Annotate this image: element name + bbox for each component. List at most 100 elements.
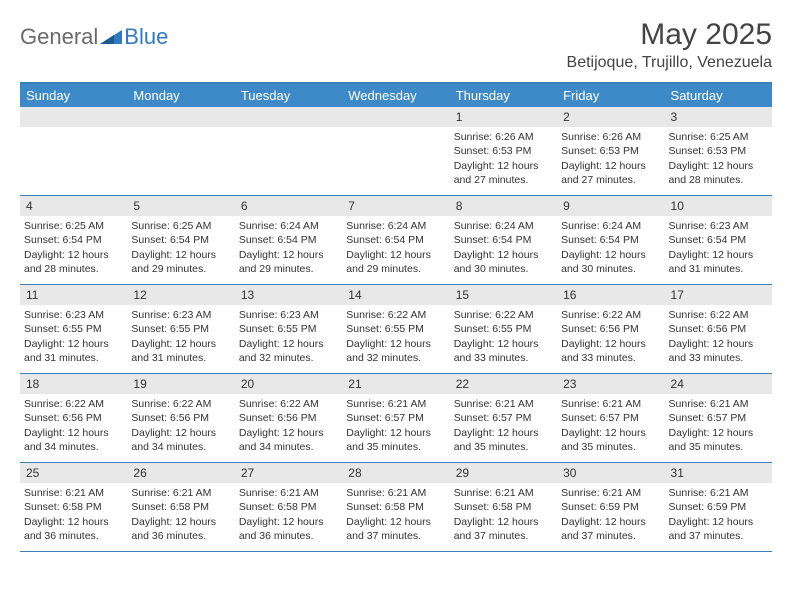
sunrise-text: Sunrise: 6:22 AM [669, 308, 768, 322]
sunrise-text: Sunrise: 6:22 AM [239, 397, 338, 411]
day-header-row: SundayMondayTuesdayWednesdayThursdayFrid… [20, 84, 772, 107]
sunset-text: Sunset: 6:58 PM [454, 500, 553, 514]
day-details: Sunrise: 6:26 AMSunset: 6:53 PMDaylight:… [450, 130, 557, 191]
week-row: 4Sunrise: 6:25 AMSunset: 6:54 PMDaylight… [20, 196, 772, 285]
sunset-text: Sunset: 6:56 PM [131, 411, 230, 425]
daylight-text: Daylight: 12 hours and 29 minutes. [346, 248, 445, 276]
sunset-text: Sunset: 6:55 PM [239, 322, 338, 336]
calendar: SundayMondayTuesdayWednesdayThursdayFrid… [20, 82, 772, 552]
day-details: Sunrise: 6:21 AMSunset: 6:57 PMDaylight:… [342, 397, 449, 458]
daylight-text: Daylight: 12 hours and 33 minutes. [669, 337, 768, 365]
sunrise-text: Sunrise: 6:26 AM [454, 130, 553, 144]
day-cell: 22 Sunrise: 6:21 AMSunset: 6:57 PMDayligh… [450, 374, 557, 462]
daylight-text: Daylight: 12 hours and 31 minutes. [24, 337, 123, 365]
month-title: May 2025 [567, 18, 772, 52]
daylight-text: Daylight: 12 hours and 36 minutes. [24, 515, 123, 543]
daylight-text: Daylight: 12 hours and 31 minutes. [131, 337, 230, 365]
day-number: 14 [342, 285, 449, 305]
day-details: Sunrise: 6:24 AMSunset: 6:54 PMDaylight:… [450, 219, 557, 280]
daylight-text: Daylight: 12 hours and 37 minutes. [346, 515, 445, 543]
day-number: 8 [450, 196, 557, 216]
day-number: 4 [20, 196, 127, 216]
sunset-text: Sunset: 6:58 PM [24, 500, 123, 514]
day-number: 5 [127, 196, 234, 216]
week-row: 1Sunrise: 6:26 AMSunset: 6:53 PMDaylight… [20, 107, 772, 196]
daylight-text: Daylight: 12 hours and 27 minutes. [454, 159, 553, 187]
day-details: Sunrise: 6:23 AMSunset: 6:55 PMDaylight:… [127, 308, 234, 369]
daylight-text: Daylight: 12 hours and 28 minutes. [669, 159, 768, 187]
day-cell: 10Sunrise: 6:23 AMSunset: 6:54 PMDayligh… [665, 196, 772, 284]
sunset-text: Sunset: 6:54 PM [669, 233, 768, 247]
day-cell: 25Sunrise: 6:21 AMSunset: 6:58 PMDayligh… [20, 463, 127, 551]
sunset-text: Sunset: 6:59 PM [561, 500, 660, 514]
daylight-text: Daylight: 12 hours and 37 minutes. [454, 515, 553, 543]
daylight-text: Daylight: 12 hours and 36 minutes. [131, 515, 230, 543]
day-number: 22 [450, 374, 557, 394]
day-details: Sunrise: 6:22 AMSunset: 6:56 PMDaylight:… [665, 308, 772, 369]
sunset-text: Sunset: 6:54 PM [346, 233, 445, 247]
day-details: Sunrise: 6:21 AMSunset: 6:57 PMDaylight:… [665, 397, 772, 458]
day-header-cell: Saturday [665, 84, 772, 107]
week-row: 11Sunrise: 6:23 AMSunset: 6:55 PMDayligh… [20, 285, 772, 374]
sunrise-text: Sunrise: 6:21 AM [561, 397, 660, 411]
day-number: 26 [127, 463, 234, 483]
daylight-text: Daylight: 12 hours and 37 minutes. [669, 515, 768, 543]
sunrise-text: Sunrise: 6:26 AM [561, 130, 660, 144]
sunrise-text: Sunrise: 6:24 AM [239, 219, 338, 233]
daylight-text: Daylight: 12 hours and 34 minutes. [24, 426, 123, 454]
day-details: Sunrise: 6:25 AMSunset: 6:54 PMDaylight:… [20, 219, 127, 280]
sunset-text: Sunset: 6:55 PM [454, 322, 553, 336]
daylight-text: Daylight: 12 hours and 37 minutes. [561, 515, 660, 543]
daylight-text: Daylight: 12 hours and 32 minutes. [239, 337, 338, 365]
day-number: 1 [450, 107, 557, 127]
day-cell: 7Sunrise: 6:24 AMSunset: 6:54 PMDaylight… [342, 196, 449, 284]
day-number: 13 [235, 285, 342, 305]
daylight-text: Daylight: 12 hours and 31 minutes. [669, 248, 768, 276]
sunrise-text: Sunrise: 6:22 AM [131, 397, 230, 411]
day-cell: 6Sunrise: 6:24 AMSunset: 6:54 PMDaylight… [235, 196, 342, 284]
day-cell: 1 Sunrise: 6:26 AMSunset: 6:53 PMDaylight… [450, 107, 557, 195]
daylight-text: Daylight: 12 hours and 36 minutes. [239, 515, 338, 543]
sunrise-text: Sunrise: 6:21 AM [561, 486, 660, 500]
day-cell [235, 107, 342, 195]
day-cell: 5Sunrise: 6:25 AMSunset: 6:54 PMDaylight… [127, 196, 234, 284]
day-details: Sunrise: 6:21 AMSunset: 6:59 PMDaylight:… [665, 486, 772, 547]
sunrise-text: Sunrise: 6:23 AM [24, 308, 123, 322]
logo-text-blue: Blue [124, 24, 168, 50]
day-cell: 29Sunrise: 6:21 AMSunset: 6:58 PMDayligh… [450, 463, 557, 551]
day-header-cell: Friday [557, 84, 664, 107]
day-header-cell: Tuesday [235, 84, 342, 107]
week-row: 18Sunrise: 6:22 AMSunset: 6:56 PMDayligh… [20, 374, 772, 463]
daylight-text: Daylight: 12 hours and 35 minutes. [561, 426, 660, 454]
day-number [342, 107, 449, 127]
sunrise-text: Sunrise: 6:25 AM [24, 219, 123, 233]
day-details: Sunrise: 6:21 AMSunset: 6:58 PMDaylight:… [342, 486, 449, 547]
sunset-text: Sunset: 6:56 PM [24, 411, 123, 425]
day-number: 28 [342, 463, 449, 483]
day-number: 27 [235, 463, 342, 483]
day-details: Sunrise: 6:24 AMSunset: 6:54 PMDaylight:… [342, 219, 449, 280]
day-header-cell: Monday [127, 84, 234, 107]
day-header-cell: Wednesday [342, 84, 449, 107]
day-number: 30 [557, 463, 664, 483]
day-cell: 16Sunrise: 6:22 AMSunset: 6:56 PMDayligh… [557, 285, 664, 373]
sunset-text: Sunset: 6:54 PM [239, 233, 338, 247]
day-details: Sunrise: 6:25 AMSunset: 6:53 PMDaylight:… [665, 130, 772, 191]
day-cell: 24Sunrise: 6:21 AMSunset: 6:57 PMDayligh… [665, 374, 772, 462]
daylight-text: Daylight: 12 hours and 35 minutes. [454, 426, 553, 454]
sunrise-text: Sunrise: 6:21 AM [239, 486, 338, 500]
sunset-text: Sunset: 6:57 PM [346, 411, 445, 425]
sunset-text: Sunset: 6:57 PM [669, 411, 768, 425]
sunset-text: Sunset: 6:58 PM [239, 500, 338, 514]
day-number: 29 [450, 463, 557, 483]
logo-text-general: General [20, 24, 98, 50]
day-cell: 18Sunrise: 6:22 AMSunset: 6:56 PMDayligh… [20, 374, 127, 462]
day-details: Sunrise: 6:22 AMSunset: 6:56 PMDaylight:… [235, 397, 342, 458]
day-details: Sunrise: 6:26 AMSunset: 6:53 PMDaylight:… [557, 130, 664, 191]
sunset-text: Sunset: 6:57 PM [454, 411, 553, 425]
day-number: 11 [20, 285, 127, 305]
day-details: Sunrise: 6:21 AMSunset: 6:57 PMDaylight:… [557, 397, 664, 458]
sunrise-text: Sunrise: 6:21 AM [454, 397, 553, 411]
sunrise-text: Sunrise: 6:24 AM [561, 219, 660, 233]
day-header-cell: Sunday [20, 84, 127, 107]
